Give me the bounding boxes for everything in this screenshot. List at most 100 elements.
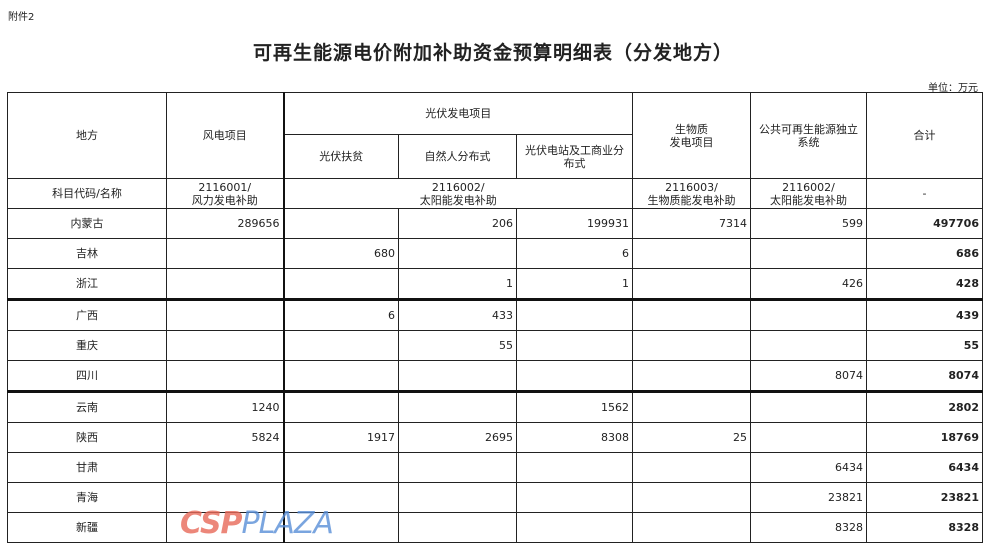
cell-total: 686 <box>866 238 983 269</box>
table-row: 重庆 55 55 <box>7 330 983 361</box>
cell-region: 重庆 <box>7 330 167 361</box>
cell-pv-poverty <box>282 452 399 483</box>
cell-region: 广西 <box>7 298 167 331</box>
table-row: 广西 6 433 439 <box>7 298 983 331</box>
cell-region: 青海 <box>7 482 167 513</box>
attachment-label: 附件2 <box>8 12 35 23</box>
cell-pv-poverty <box>282 360 399 392</box>
cell-public: 23821 <box>750 482 867 513</box>
cell-total: 18769 <box>866 422 983 453</box>
cell-region: 陕西 <box>7 422 167 453</box>
header-public: 公共可再生能源独立系统 <box>750 92 867 179</box>
header-pv-poverty: 光伏扶贫 <box>282 134 399 179</box>
header-biomass: 生物质 发电项目 <box>632 92 751 179</box>
cell-total: 428 <box>866 268 983 300</box>
cell-public <box>750 330 867 361</box>
cell-total: 6434 <box>866 452 983 483</box>
cell-pv-poverty <box>282 390 399 423</box>
table-row: 内蒙古 289656 206 199931 7314 599 497706 <box>7 208 983 239</box>
cell-total: 23821 <box>866 482 983 513</box>
cell-pv-natural <box>398 512 517 543</box>
cell-public <box>750 298 867 331</box>
cell-public: 426 <box>750 268 867 300</box>
budget-table: 地方 风电项目 光伏发电项目 生物质 发电项目 公共可再生能源独立系统 合计 光… <box>7 92 983 543</box>
code-wind: 2116001/ 风力发电补助 <box>166 178 284 209</box>
cell-biomass <box>632 298 751 331</box>
cell-pv-natural: 433 <box>398 298 517 331</box>
cell-wind <box>166 452 284 483</box>
cell-total: 8074 <box>866 360 983 392</box>
cell-pv-station <box>516 330 633 361</box>
cell-pv-poverty <box>282 330 399 361</box>
cell-pv-station <box>516 452 633 483</box>
cell-pv-natural: 55 <box>398 330 517 361</box>
cell-region: 甘肃 <box>7 452 167 483</box>
table-row: 青海 23821 23821 <box>7 482 983 513</box>
cell-wind <box>166 512 284 543</box>
cell-biomass <box>632 238 751 269</box>
cell-pv-natural: 206 <box>398 208 517 239</box>
table-row: 四川 8074 8074 <box>7 360 983 392</box>
cell-pv-station <box>516 298 633 331</box>
table-row: 浙江 1 1 426 428 <box>7 268 983 300</box>
cell-wind <box>166 298 284 331</box>
cell-wind: 289656 <box>166 208 284 239</box>
cell-public <box>750 422 867 453</box>
cell-total: 55 <box>866 330 983 361</box>
cell-biomass <box>632 360 751 392</box>
cell-pv-poverty: 1917 <box>282 422 399 453</box>
cell-pv-station: 1 <box>516 268 633 300</box>
cell-pv-natural <box>398 390 517 423</box>
cell-pv-poverty: 6 <box>282 298 399 331</box>
cell-region: 云南 <box>7 390 167 423</box>
table-row: 陕西 5824 1917 2695 8308 25 18769 <box>7 422 983 453</box>
cell-pv-natural: 2695 <box>398 422 517 453</box>
cell-pv-natural: 1 <box>398 268 517 300</box>
cell-region: 新疆 <box>7 512 167 543</box>
table-row: 云南 1240 1562 2802 <box>7 390 983 423</box>
cell-total: 2802 <box>866 390 983 423</box>
cell-biomass <box>632 330 751 361</box>
header-wind: 风电项目 <box>166 92 284 179</box>
cell-wind <box>166 268 284 300</box>
cell-public: 8074 <box>750 360 867 392</box>
cell-wind: 1240 <box>166 390 284 423</box>
cell-region: 四川 <box>7 360 167 392</box>
code-total: - <box>866 178 983 209</box>
header-region: 地方 <box>7 92 167 179</box>
cell-wind: 5824 <box>166 422 284 453</box>
cell-biomass <box>632 512 751 543</box>
watermark-logo: CSPPLAZA <box>180 506 334 541</box>
table-row: 新疆 8328 8328 <box>7 512 983 543</box>
cell-pv-natural <box>398 238 517 269</box>
cell-public: 6434 <box>750 452 867 483</box>
cell-pv-station: 199931 <box>516 208 633 239</box>
cell-pv-natural <box>398 482 517 513</box>
cell-region: 浙江 <box>7 268 167 300</box>
code-label: 科目代码/名称 <box>7 178 167 209</box>
code-public: 2116002/ 太阳能发电补助 <box>750 178 867 209</box>
cell-region: 内蒙古 <box>7 208 167 239</box>
cell-total: 439 <box>866 298 983 331</box>
cell-public <box>750 238 867 269</box>
cell-pv-station: 1562 <box>516 390 633 423</box>
cell-biomass <box>632 390 751 423</box>
cell-region: 吉林 <box>7 238 167 269</box>
cell-pv-poverty: 680 <box>282 238 399 269</box>
cell-public <box>750 390 867 423</box>
cell-pv-station: 8308 <box>516 422 633 453</box>
code-biomass: 2116003/ 生物质能发电补助 <box>632 178 751 209</box>
cell-public: 8328 <box>750 512 867 543</box>
cell-pv-poverty <box>282 268 399 300</box>
cell-biomass: 25 <box>632 422 751 453</box>
cell-biomass <box>632 268 751 300</box>
header-pv: 光伏发电项目 <box>282 92 633 135</box>
table-row: 吉林 680 6 686 <box>7 238 983 269</box>
cell-pv-poverty <box>282 208 399 239</box>
cell-wind <box>166 360 284 392</box>
cell-total: 8328 <box>866 512 983 543</box>
cell-pv-station <box>516 360 633 392</box>
unit-label: 单位：万元 <box>928 83 978 94</box>
cell-pv-station <box>516 482 633 513</box>
code-pv: 2116002/ 太阳能发电补助 <box>282 178 633 209</box>
